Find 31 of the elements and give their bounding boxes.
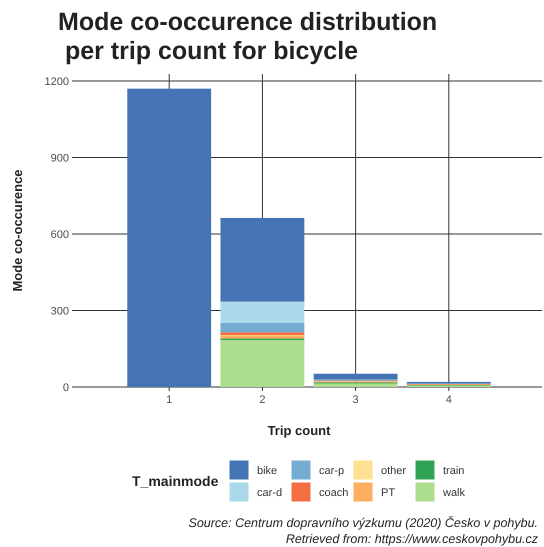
- source-note: Source: Centrum dopravního výzkumu (2020) Česko v pohybu.: [188, 516, 538, 530]
- legend-label: PT: [381, 486, 396, 499]
- chart-title: Mode co-occurence distribution per trip count for bicycle: [58, 8, 438, 65]
- bar: [220, 322, 304, 332]
- x-tick-label: 2: [259, 394, 266, 406]
- y-tick-label: 900: [50, 152, 69, 164]
- y-tick-label: 300: [50, 305, 69, 318]
- x-tick-label: 3: [352, 394, 359, 406]
- legend-label: car-d: [257, 486, 282, 499]
- legend-title: T_mainmode: [132, 473, 219, 489]
- x-tick-label: 1: [166, 394, 172, 406]
- y-tick-label: 1200: [44, 76, 69, 88]
- bar: [220, 302, 304, 323]
- legend-label: coach: [319, 486, 348, 499]
- bar: [127, 88, 212, 387]
- x-axis-title: Trip count: [268, 423, 332, 438]
- bar: [220, 340, 304, 387]
- y-tick-label: 600: [50, 228, 69, 241]
- y-axis-title: Mode co-occurence: [10, 169, 25, 292]
- legend-label: bike: [257, 464, 278, 477]
- legend-label: other: [381, 464, 406, 477]
- bar: [220, 335, 304, 339]
- legend-label: train: [443, 464, 464, 477]
- bar: [314, 374, 398, 380]
- bar: [220, 218, 304, 302]
- legend-label: walk: [442, 486, 466, 499]
- legend-label: car-p: [319, 464, 344, 477]
- text: Retrieved from: https://www.ceskovpohybu.cz: [286, 532, 539, 546]
- bar: [314, 383, 398, 387]
- y-tick-label: 0: [62, 382, 69, 394]
- x-tick-label: 4: [446, 394, 452, 406]
